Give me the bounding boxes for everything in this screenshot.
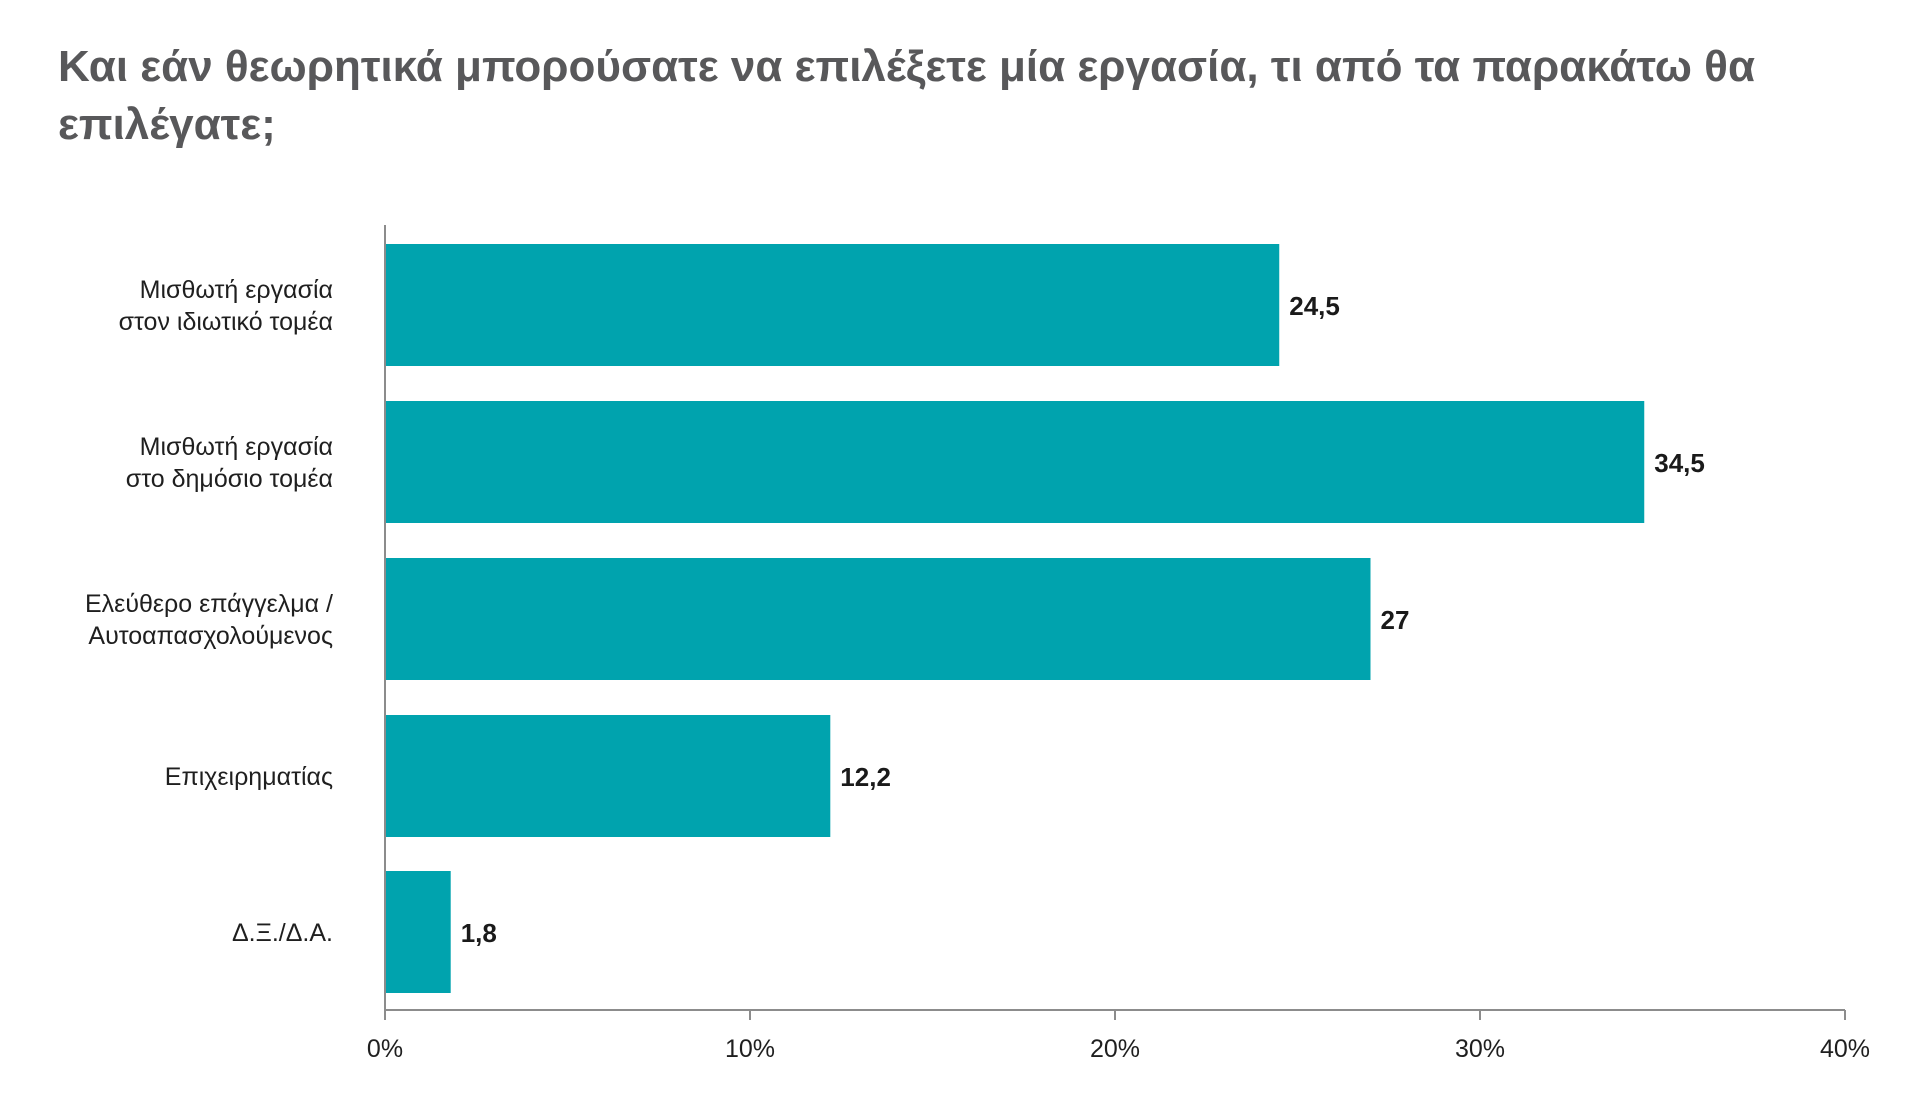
category-label-line: Δ.Ξ./Δ.Α. (232, 919, 333, 947)
category-label-line: Μισθωτή εργασία (140, 276, 333, 304)
category-label-line: Μισθωτή εργασία (140, 433, 333, 461)
x-tick-label: 20% (1090, 1035, 1140, 1063)
data-label: 12,2 (840, 762, 891, 792)
bar (385, 715, 831, 837)
data-label: 27 (1381, 605, 1410, 635)
category-label: Μισθωτή εργασία στον ιδιωτικό τομέα (119, 276, 333, 336)
data-label: 34,5 (1654, 448, 1705, 478)
category-label-line: Ελεύθερο επάγγελμα / (85, 590, 333, 618)
x-tick-label: 40% (1820, 1035, 1870, 1063)
bar (385, 401, 1645, 523)
bar (385, 871, 451, 993)
category-label-line: στο δημόσιο τομέα (126, 465, 333, 493)
chart-title: Και εάν θεωρητικά μπορούσατε να επιλέξετ… (58, 42, 1755, 149)
category-label-line: στον ιδιωτικό τομέα (119, 308, 333, 336)
category-label: Ελεύθερο επάγγελμα / Αυτοαπασχολούμενος (85, 590, 333, 650)
x-tick-label: 0% (367, 1035, 403, 1063)
bar (385, 244, 1280, 366)
x-tick-label: 30% (1455, 1035, 1505, 1063)
bar (385, 558, 1371, 680)
x-tick-label: 10% (725, 1035, 775, 1063)
data-label: 1,8 (461, 918, 497, 948)
category-label: Δ.Ξ./Δ.Α. (232, 919, 333, 947)
category-label: Μισθωτή εργασία στο δημόσιο τομέα (126, 433, 333, 493)
category-label: Επιχειρηματίας (165, 763, 333, 791)
category-label-line: Αυτοαπασχολούμενος (88, 622, 333, 650)
data-label: 24,5 (1289, 291, 1340, 321)
category-label-line: Επιχειρηματίας (165, 763, 333, 791)
